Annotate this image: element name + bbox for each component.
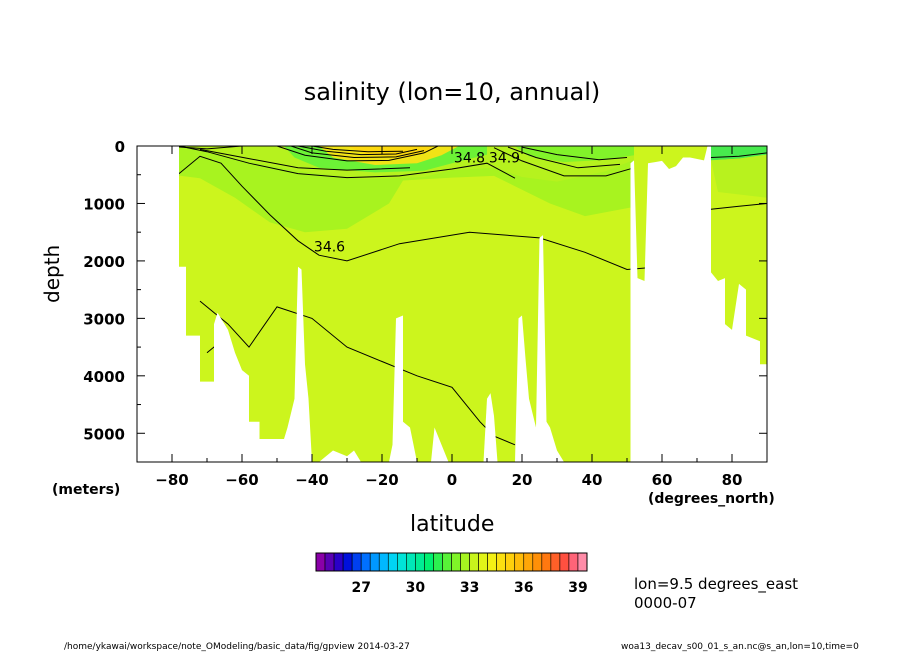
mask-ridge-south — [319, 450, 361, 462]
longitude-info: lon=9.5 degrees_east — [634, 575, 799, 593]
colorbar-swatch — [360, 552, 371, 572]
colorbar-swatch — [478, 552, 488, 572]
land-mask — [137, 146, 767, 462]
x-tick-label: −40 — [295, 471, 328, 489]
x-tick-label: 40 — [582, 471, 603, 489]
x-tick-label: −60 — [225, 471, 258, 489]
x-tick-label: −80 — [155, 471, 188, 489]
colorbar-swatch — [342, 552, 353, 572]
colorbar-tick-label: 36 — [514, 580, 533, 596]
contour-labels: 34.6 34.8 34.9 — [314, 150, 520, 255]
colorbar: 27 30 33 36 39 — [315, 552, 588, 596]
contour-surface-3 — [297, 146, 418, 156]
colorbar-swatch — [351, 552, 362, 572]
colorbar-swatch — [406, 552, 416, 572]
colorbar-swatch — [550, 552, 561, 572]
arctic-lower-region — [711, 154, 767, 198]
footer-path: /home/ykawai/workspace/note_OModeling/ba… — [64, 642, 410, 652]
contour-upper-2 — [199, 148, 411, 171]
x-tick-label: 80 — [722, 471, 743, 489]
colorbar-tick-label: 27 — [351, 580, 370, 596]
contour-lines — [164, 146, 767, 446]
y-tick-label: 3000 — [83, 310, 125, 328]
footer-source: woa13_decav_s00_01_s_an.nc@s_an,lon=10,t… — [621, 642, 859, 652]
colorbar-swatch — [460, 552, 470, 572]
colorbar-swatch — [514, 552, 525, 572]
colorbar-swatch — [415, 552, 425, 572]
colorbar-swatch — [469, 552, 479, 572]
colorbar-swatch — [433, 552, 443, 572]
mask-ridge-mid — [389, 315, 417, 462]
contour-label: 34.9 — [489, 150, 520, 166]
x-axis-label: latitude — [410, 512, 495, 537]
mask-arctic-land — [630, 146, 767, 462]
y-tick-label: 5000 — [83, 425, 125, 443]
colorbar-swatch — [505, 552, 516, 572]
x-tick-label: 60 — [652, 471, 673, 489]
time-info: 0000-07 — [634, 594, 697, 612]
colorbar-swatch — [442, 552, 452, 572]
x-tick-label: 0 — [447, 471, 457, 489]
mask-ridges-subtropic — [515, 235, 564, 462]
colorbar-swatch — [577, 552, 588, 572]
contour-34-7 — [199, 300, 516, 446]
contour-arctic-2 — [710, 203, 767, 210]
colorbar-swatch — [378, 552, 389, 572]
colorbar-swatch — [387, 552, 398, 572]
axes: −80 −60 −40 −20 0 20 40 60 80 0 1000 2000 3000 4000 50… — [83, 138, 768, 489]
contour-surface-4 — [311, 146, 404, 153]
contour-arctic-1 — [710, 152, 767, 158]
colorbar-swatch — [541, 552, 552, 572]
colorbar-swatch — [333, 552, 344, 572]
surface-cool-region — [515, 146, 634, 163]
colorbar-swatch — [396, 552, 407, 572]
contour-label: 34.6 — [314, 240, 345, 256]
mask-ridge-eq — [431, 427, 449, 462]
colorbar-swatch — [487, 552, 497, 572]
colorbar-tick-label: 30 — [406, 580, 426, 596]
colorbar-swatch — [532, 552, 543, 572]
colorbar-swatch — [424, 552, 434, 572]
x-axis-units: (degrees_north) — [648, 491, 775, 507]
contour-surface-1 — [276, 146, 439, 162]
colorbar-tick-label: 39 — [568, 580, 587, 596]
contour-surface-2 — [290, 146, 425, 159]
contour-north-3 — [521, 146, 628, 161]
contour-34-6 — [178, 155, 649, 271]
contour-label: 34.8 — [454, 150, 485, 166]
colorbar-tick-label: 33 — [460, 580, 479, 596]
contour-north-1 — [493, 147, 635, 177]
colorbar-swatch — [559, 552, 570, 572]
colorbar-swatch — [451, 552, 461, 572]
colorbar-swatch — [523, 552, 534, 572]
chart-title: salinity (lon=10, annual) — [303, 78, 601, 106]
mask-antarctica — [137, 146, 312, 462]
y-axis-units: (meters) — [52, 482, 121, 498]
y-tick-label: 4000 — [83, 368, 125, 386]
colorbar-swatch — [369, 552, 380, 572]
y-tick-label: 2000 — [83, 253, 125, 271]
y-tick-label: 0 — [115, 138, 125, 156]
colorbar-swatch — [324, 552, 335, 572]
y-axis-label: depth — [40, 244, 64, 303]
x-tick-label: −20 — [365, 471, 398, 489]
x-tick-label: 20 — [512, 471, 533, 489]
contour-upper-1 — [178, 146, 516, 179]
colorbar-swatch — [315, 552, 326, 572]
colorbar-frame — [315, 552, 588, 572]
mask-ridge-north — [483, 393, 498, 462]
colorbar-swatch — [568, 552, 579, 572]
colorbar-swatch — [496, 552, 507, 572]
y-tick-label: 1000 — [83, 195, 125, 213]
